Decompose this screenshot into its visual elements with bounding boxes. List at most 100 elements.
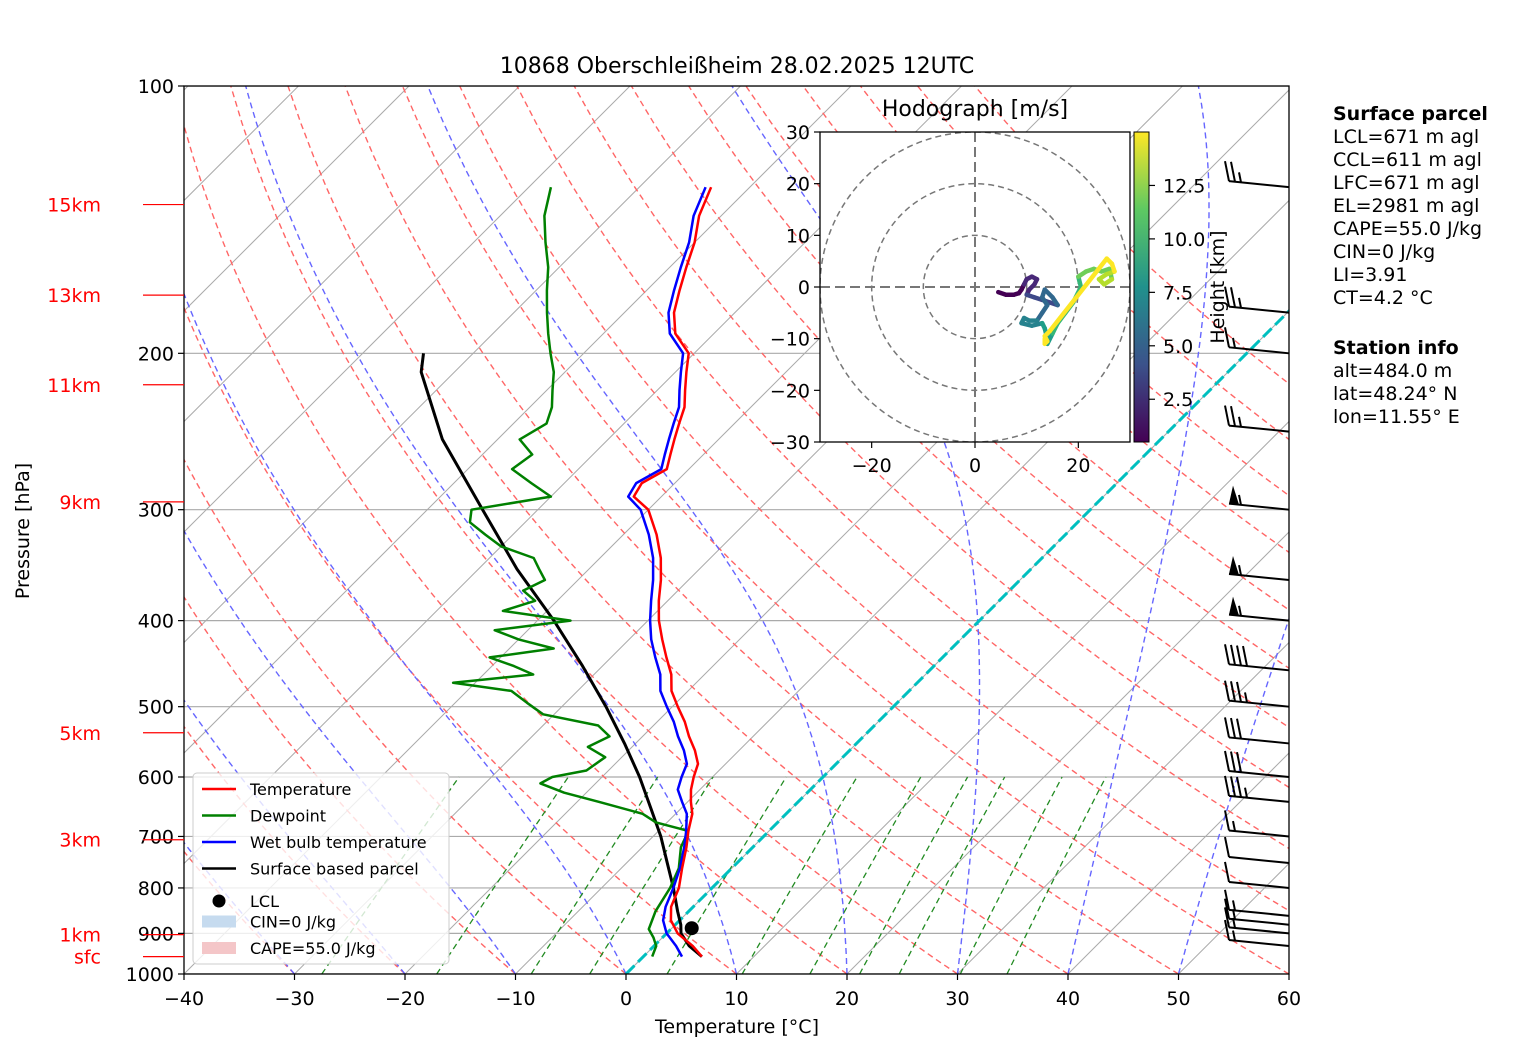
dry-adiabat bbox=[573, 86, 1289, 789]
barb-half-flag bbox=[1232, 909, 1236, 920]
barb-flag bbox=[1224, 160, 1230, 182]
barb-shaft bbox=[1228, 856, 1290, 865]
surface-parcel-line: LI=3.91 bbox=[1333, 264, 1408, 286]
legend-label: Temperature bbox=[249, 780, 351, 799]
x-tick-label: 30 bbox=[945, 988, 969, 1010]
legend-label: CIN=0 J/kg bbox=[250, 913, 336, 932]
barb-half-flag bbox=[1232, 337, 1236, 349]
y-tick-label: 500 bbox=[138, 697, 174, 719]
barb-half-flag bbox=[1238, 494, 1242, 506]
barb-flag bbox=[1224, 836, 1230, 858]
barb-flag bbox=[1236, 681, 1242, 703]
hodograph-x-tick-label: 0 bbox=[969, 455, 981, 477]
barb-half-flag bbox=[1244, 692, 1248, 703]
wind-barb bbox=[1224, 889, 1290, 917]
mixing-ratio-line bbox=[859, 776, 969, 974]
isotherm bbox=[184, 86, 852, 754]
wind-barb bbox=[1224, 861, 1290, 889]
barb-shaft bbox=[1228, 794, 1290, 803]
wind-barb bbox=[1224, 919, 1290, 948]
barb-shaft bbox=[1228, 613, 1290, 622]
legend-label: Dewpoint bbox=[250, 807, 326, 826]
hodograph-ring bbox=[922, 234, 1028, 340]
barb-flag bbox=[1230, 287, 1236, 308]
wind-barb bbox=[1224, 775, 1290, 803]
legend-box bbox=[192, 772, 450, 965]
barb-shaft bbox=[1228, 908, 1290, 917]
isotherm bbox=[184, 86, 741, 644]
wind-barb bbox=[1224, 717, 1290, 745]
barb-flag bbox=[1236, 752, 1242, 773]
colorbar-tick-label: 2.5 bbox=[1163, 389, 1193, 411]
y-tick-label: 800 bbox=[138, 878, 174, 900]
moist-adiabat bbox=[184, 291, 627, 974]
barb-flag bbox=[1230, 751, 1236, 772]
wind-barb bbox=[1224, 898, 1290, 926]
surface-parcel-line: EL=2981 m agl bbox=[1333, 195, 1480, 217]
surface-parcel-line: LFC=671 m agl bbox=[1333, 172, 1480, 194]
isotherm bbox=[736, 420, 1289, 974]
hodograph-y-tick-label: −30 bbox=[770, 432, 810, 454]
barb-pennant bbox=[1229, 596, 1239, 616]
barb-shaft bbox=[1228, 305, 1290, 314]
series-dewpoint bbox=[451, 186, 690, 958]
wind-barb bbox=[1228, 555, 1290, 581]
isotherm bbox=[515, 199, 1289, 974]
x-tick-label: −10 bbox=[495, 988, 535, 1010]
barb-flag bbox=[1230, 717, 1236, 739]
series-surface-based-parcel bbox=[419, 353, 703, 958]
wind-barb bbox=[1224, 836, 1290, 865]
hodograph-title: Hodograph [m/s] bbox=[882, 97, 1068, 122]
lcl-marker bbox=[684, 921, 699, 936]
x-axis-label: Temperature [°C] bbox=[654, 1016, 819, 1038]
y-tick-label: 1000 bbox=[126, 964, 174, 986]
barb-shaft bbox=[1228, 880, 1290, 889]
hodograph-x-tick-label: 20 bbox=[1066, 455, 1090, 477]
y-tick-label: 400 bbox=[138, 611, 174, 633]
zero-isotherm bbox=[624, 308, 1289, 974]
wind-barb bbox=[1224, 405, 1290, 433]
dry-adiabat bbox=[184, 305, 737, 974]
hodograph-y-tick-label: 30 bbox=[786, 122, 810, 144]
legend-label: Wet bulb temperature bbox=[250, 833, 427, 852]
barb-flag bbox=[1242, 645, 1248, 667]
y-tick-label: 700 bbox=[138, 826, 174, 848]
dry-adiabat bbox=[230, 86, 958, 974]
barb-shaft bbox=[1228, 180, 1290, 189]
isotherm bbox=[957, 641, 1289, 974]
colorbar-tick-label: 5.0 bbox=[1163, 336, 1193, 358]
surface-parcel-line: CIN=0 J/kg bbox=[1333, 241, 1436, 263]
wind-barb bbox=[1224, 810, 1290, 838]
wind-barb bbox=[1224, 286, 1290, 314]
x-tick-label: −20 bbox=[385, 988, 425, 1010]
chart-title: 10868 Oberschleißheim 28.02.2025 12UTC bbox=[500, 54, 975, 79]
height-label: 11km bbox=[47, 375, 101, 397]
barb-flag bbox=[1224, 889, 1230, 911]
barb-flag bbox=[1230, 681, 1236, 702]
barb-flag bbox=[1230, 644, 1236, 666]
surface-parcel-line: CAPE=55.0 J/kg bbox=[1333, 218, 1483, 240]
legend-label: Surface based parcel bbox=[250, 860, 419, 879]
barb-flag bbox=[1230, 776, 1236, 797]
surface-parcel-line: LCL=671 m agl bbox=[1333, 126, 1480, 148]
wind-barb bbox=[1224, 160, 1290, 189]
barb-flag bbox=[1224, 717, 1230, 738]
barb-pennant bbox=[1229, 485, 1239, 505]
surface-parcel-title: Surface parcel bbox=[1333, 103, 1488, 125]
mixing-ratio-line bbox=[741, 776, 858, 974]
height-label: 15km bbox=[47, 195, 101, 217]
barb-pennant bbox=[1229, 555, 1239, 575]
barb-half-flag bbox=[1232, 820, 1236, 832]
hodograph-y-tick-label: −10 bbox=[770, 329, 810, 351]
barb-flag bbox=[1224, 405, 1230, 426]
barb-flag bbox=[1224, 680, 1230, 701]
series-temperature bbox=[632, 186, 713, 958]
hodograph-y-tick-label: −20 bbox=[770, 380, 810, 402]
barb-flag bbox=[1224, 907, 1230, 928]
wind-barb bbox=[1224, 750, 1290, 778]
y-axis-label: Pressure [hPa] bbox=[12, 463, 34, 599]
barb-flag bbox=[1236, 776, 1242, 798]
barb-shaft bbox=[1228, 917, 1290, 926]
x-tick-label: 20 bbox=[835, 988, 859, 1010]
